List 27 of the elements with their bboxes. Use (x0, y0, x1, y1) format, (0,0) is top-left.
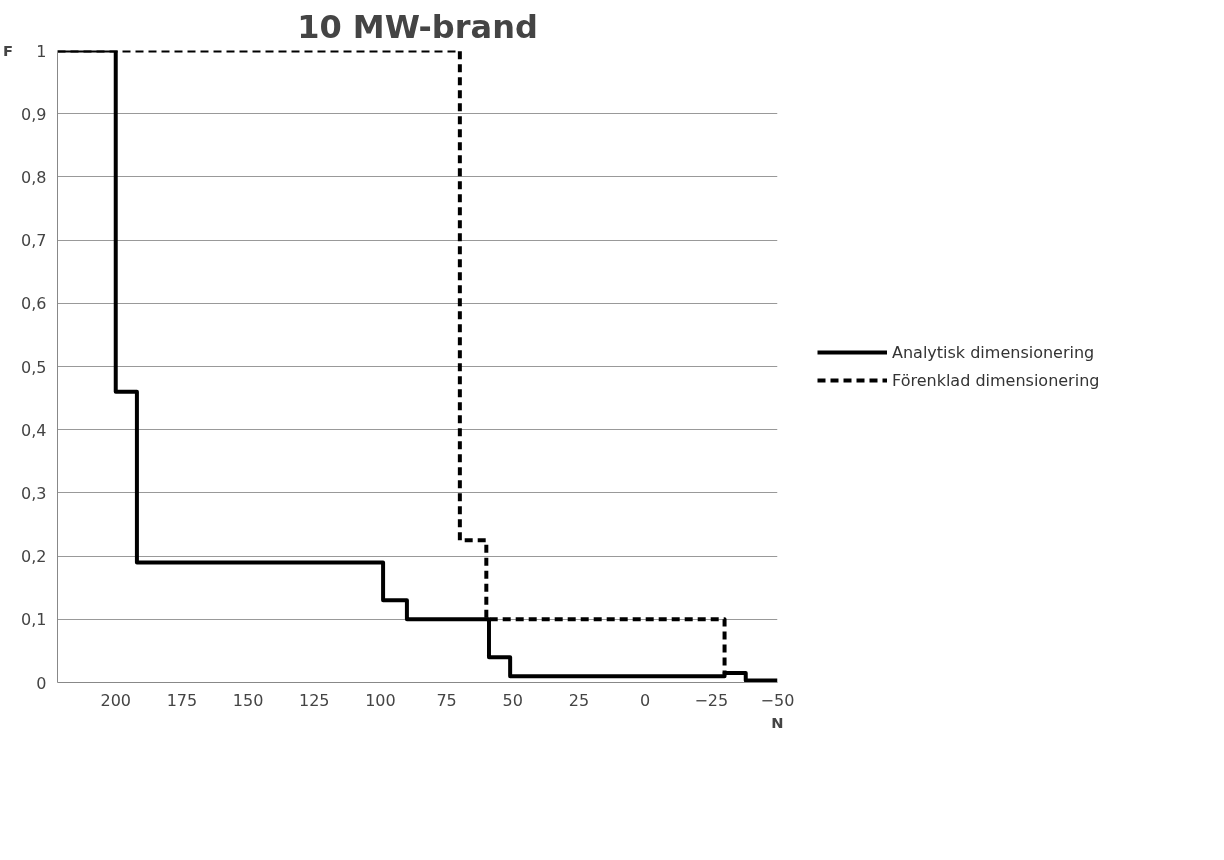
y-tick-label: 1 (36, 41, 47, 61)
chart-title: 10 MW-brand (297, 7, 538, 46)
y-tick-label: 0,6 (21, 294, 47, 314)
x-tick-label: 0 (640, 690, 651, 710)
x-tick-label: 25 (568, 690, 590, 710)
x-tick-label: 75 (436, 690, 457, 710)
y-tick-label: 0,4 (21, 420, 47, 440)
x-tick-label: 50 (502, 690, 523, 710)
x-axis-title: N (771, 713, 784, 731)
x-tick-label: −50 (760, 690, 795, 710)
x-tick-label: 200 (100, 690, 132, 710)
legend-label: Förenklad dimensionering (892, 370, 1100, 390)
x-tick-label: 125 (299, 690, 330, 710)
x-tick-label: 175 (166, 690, 198, 710)
y-axis-title: F (3, 42, 14, 59)
y-tick-label: 0,5 (21, 357, 47, 377)
y-tick-label: 0,1 (21, 610, 47, 630)
y-tick-label: 0,9 (21, 104, 47, 124)
y-tick-label: 0 (36, 673, 47, 693)
legend-label: Analytisk dimensionering (892, 342, 1095, 362)
x-tick-label: 150 (232, 690, 264, 710)
x-tick-label: 100 (365, 690, 396, 710)
y-tick-label: 0,8 (21, 167, 47, 187)
y-tick-label: 0,7 (21, 231, 47, 251)
y-tick-label: 0,2 (21, 547, 47, 567)
y-tick-label: 0,3 (21, 483, 47, 503)
x-tick-label: −25 (694, 690, 729, 710)
